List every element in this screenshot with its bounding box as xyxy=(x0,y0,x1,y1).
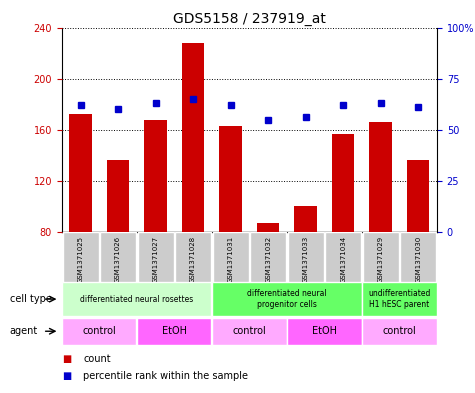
Bar xyxy=(332,134,354,232)
Text: ■: ■ xyxy=(62,371,71,381)
Bar xyxy=(212,282,361,316)
Text: ■: ■ xyxy=(62,354,71,364)
Text: differentiated neural rosettes: differentiated neural rosettes xyxy=(80,295,193,304)
Bar xyxy=(182,43,204,232)
Text: GSM1371029: GSM1371029 xyxy=(378,236,384,283)
Bar xyxy=(175,232,211,282)
Text: differentiated neural
progenitor cells: differentiated neural progenitor cells xyxy=(247,289,327,309)
Text: GSM1371034: GSM1371034 xyxy=(340,236,346,283)
Text: GSM1371031: GSM1371031 xyxy=(228,236,234,283)
Bar xyxy=(362,282,437,316)
Text: cell type: cell type xyxy=(10,294,51,304)
Text: control: control xyxy=(382,326,417,336)
Bar xyxy=(370,122,392,232)
Bar xyxy=(407,160,429,232)
Bar xyxy=(363,232,399,282)
Bar xyxy=(362,318,437,345)
Bar xyxy=(69,114,92,232)
Text: percentile rank within the sample: percentile rank within the sample xyxy=(83,371,248,381)
Bar xyxy=(288,232,323,282)
Bar xyxy=(219,126,242,232)
Bar xyxy=(213,232,248,282)
Text: control: control xyxy=(232,326,266,336)
Text: EtOH: EtOH xyxy=(312,326,337,336)
Bar xyxy=(62,282,211,316)
Bar xyxy=(138,232,173,282)
Bar xyxy=(63,232,98,282)
Bar xyxy=(137,318,211,345)
Text: GSM1371025: GSM1371025 xyxy=(77,236,84,283)
Bar xyxy=(287,318,361,345)
Text: GSM1371028: GSM1371028 xyxy=(190,236,196,283)
Bar xyxy=(100,232,136,282)
Bar xyxy=(325,232,361,282)
Text: GSM1371030: GSM1371030 xyxy=(415,236,421,283)
Bar xyxy=(144,119,167,232)
Bar xyxy=(294,206,317,232)
Bar xyxy=(212,318,286,345)
Text: undifferentiated
H1 hESC parent: undifferentiated H1 hESC parent xyxy=(368,289,431,309)
Bar xyxy=(257,223,279,232)
Bar xyxy=(400,232,436,282)
Text: count: count xyxy=(83,354,111,364)
Text: agent: agent xyxy=(10,326,38,336)
Text: GSM1371033: GSM1371033 xyxy=(303,236,309,283)
Bar xyxy=(250,232,286,282)
Text: GSM1371027: GSM1371027 xyxy=(152,236,159,283)
Text: GSM1371026: GSM1371026 xyxy=(115,236,121,283)
Text: control: control xyxy=(82,326,116,336)
Bar xyxy=(107,160,129,232)
Text: GSM1371032: GSM1371032 xyxy=(265,236,271,283)
Title: GDS5158 / 237919_at: GDS5158 / 237919_at xyxy=(173,13,326,26)
Bar xyxy=(62,318,136,345)
Text: EtOH: EtOH xyxy=(162,326,187,336)
